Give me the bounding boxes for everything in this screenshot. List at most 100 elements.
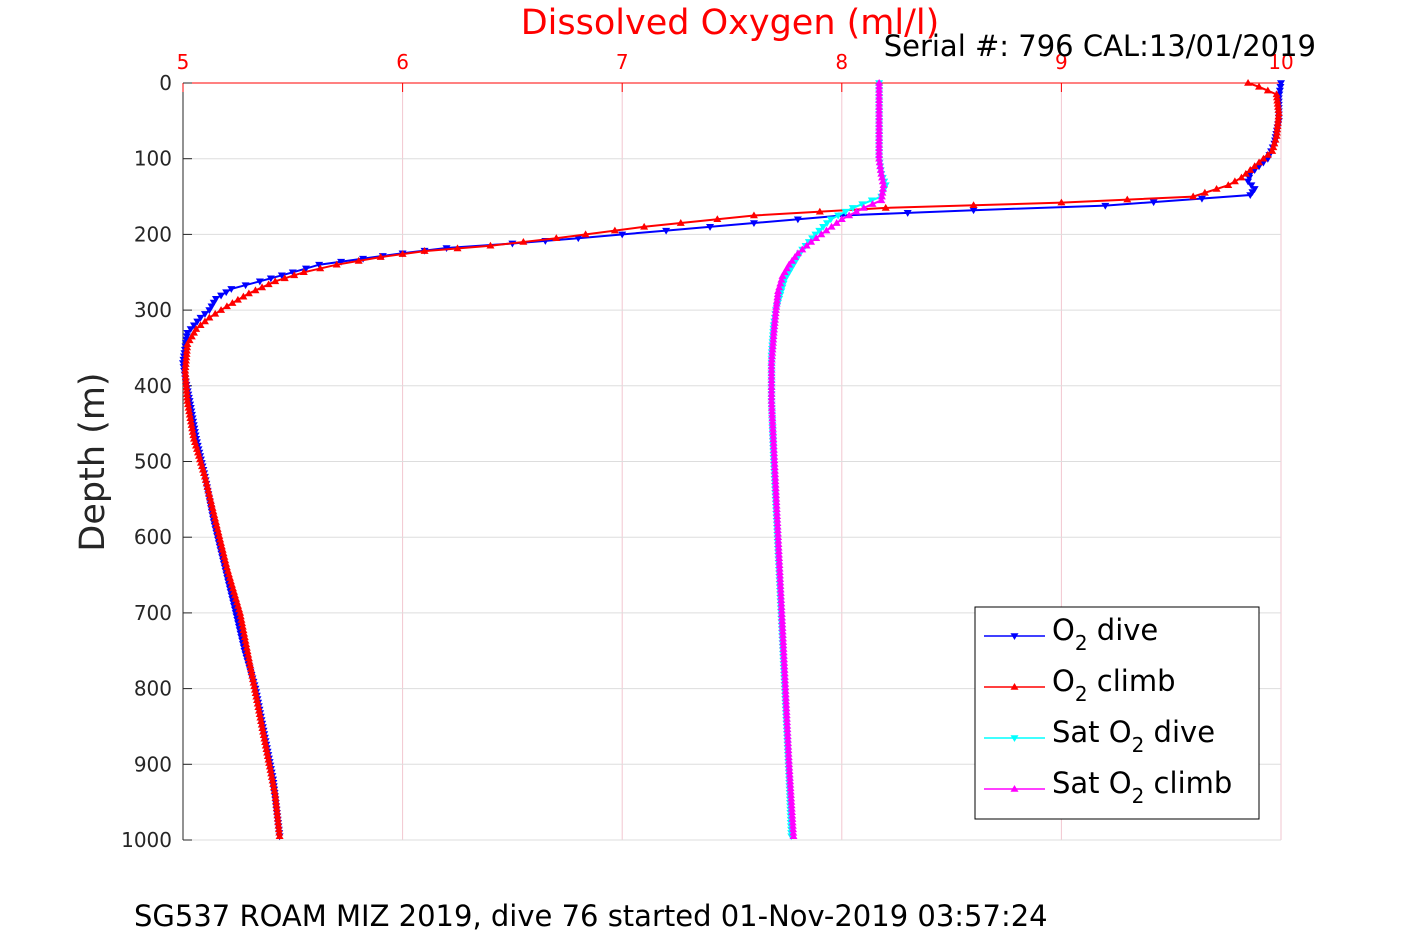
o2-climb-series-marker xyxy=(190,438,199,446)
o2-climb-series-marker xyxy=(258,724,267,731)
legend-entry-sat-o2-climb: Sat O2 climb xyxy=(984,766,1232,808)
y-tick-label: 500 xyxy=(134,450,172,474)
o2-climb-series xyxy=(181,79,1283,840)
sat-o2-climb-series-marker xyxy=(852,207,861,215)
sat-o2-climb-series-marker xyxy=(788,256,797,264)
sat-o2-climb-series-marker xyxy=(769,431,778,439)
sat-o2-climb-series-marker xyxy=(771,306,780,313)
sat-o2-climb-series-marker xyxy=(774,533,783,540)
serial-calibration-label: Serial #: 796 CAL:13/01/2019 xyxy=(884,29,1316,63)
sat-o2-dive-series-marker xyxy=(834,212,843,220)
sat-o2-climb-series-marker xyxy=(875,137,884,145)
sat-o2-climb-series-marker xyxy=(772,299,781,307)
o2-climb-series-marker xyxy=(191,441,200,449)
sat-o2-climb-series-marker xyxy=(769,328,778,336)
sat-o2-climb-series-marker xyxy=(790,253,799,260)
sat-o2-climb-series-marker xyxy=(771,473,780,481)
o2-climb-series-marker xyxy=(189,434,198,442)
o2-climb-series-marker xyxy=(270,787,279,794)
sat-o2-climb-series-marker xyxy=(779,651,788,659)
sat-o2-climb-series-marker xyxy=(784,739,793,747)
sat-o2-climb-series-marker xyxy=(768,352,777,360)
o2-climb-series-marker xyxy=(1255,82,1264,90)
o2-climb-series-marker xyxy=(186,417,195,425)
o2-climb-series-marker xyxy=(183,400,192,408)
sat-o2-climb-series-marker xyxy=(788,811,797,819)
sat-o2-climb-series-marker xyxy=(768,338,777,346)
o2-climb-series-marker xyxy=(181,373,190,381)
legend-box xyxy=(974,606,1260,820)
sat-o2-climb-series-marker xyxy=(776,592,785,600)
o2-climb-series-marker xyxy=(264,755,273,763)
o2-dive-series-marker xyxy=(200,311,209,318)
o2-climb-series-marker xyxy=(1272,131,1281,139)
o2-climb-series-marker xyxy=(299,268,308,276)
sat-o2-climb-series-marker xyxy=(770,315,779,323)
sat-o2-climb-series-marker xyxy=(777,606,786,614)
sat-o2-climb-series-marker xyxy=(775,554,784,561)
sat-o2-climb-series-marker xyxy=(773,293,782,301)
o2-climb-series-marker xyxy=(1224,181,1233,188)
sat-o2-climb-series-marker xyxy=(782,707,791,715)
sat-o2-climb-series-marker xyxy=(768,417,777,425)
o2-climb-series-marker xyxy=(240,629,249,637)
sat-o2-climb-series-marker xyxy=(769,428,778,436)
o2-dive-series-marker xyxy=(288,269,297,277)
sat-o2-climb-series-marker xyxy=(769,442,778,450)
sat-o2-climb-series-marker xyxy=(782,714,791,722)
sat-o2-climb-series-marker xyxy=(875,140,884,148)
sat-o2-climb-series-marker xyxy=(767,359,776,366)
sat-o2-climb-series-marker xyxy=(781,693,790,701)
o2-dive-series-marker xyxy=(1276,83,1285,91)
o2-dive-series-marker xyxy=(1197,195,1206,203)
sat-o2-dive-series-marker xyxy=(848,205,857,212)
o2-dive-series-marker xyxy=(1275,87,1284,95)
o2-climb-series-marker xyxy=(188,424,197,432)
o2-climb-series-marker xyxy=(200,472,209,480)
o2-climb-series-marker xyxy=(222,302,231,310)
o2-climb-series-marker xyxy=(273,807,282,815)
o2-dive-series-marker xyxy=(211,295,220,303)
o2-climb-series-marker xyxy=(881,203,890,211)
sat-o2-climb-series-marker xyxy=(780,672,789,680)
legend-label-tail: dive xyxy=(1144,715,1215,749)
o2-climb-series-marker xyxy=(240,633,249,641)
sat-o2-climb-series-marker xyxy=(875,130,884,138)
sat-o2-climb-series-marker xyxy=(807,237,816,245)
o2-climb-series-marker xyxy=(274,825,283,833)
sat-o2-climb-series-marker xyxy=(783,732,792,740)
o2-dive-series-marker xyxy=(793,216,802,224)
o2-climb-series-marker xyxy=(195,455,204,463)
sat-o2-climb-series-marker xyxy=(772,508,781,516)
o2-climb-series-marker xyxy=(185,410,194,418)
o2-climb-series-marker xyxy=(181,360,190,367)
o2-climb-series-marker xyxy=(250,685,259,693)
sat-o2-climb-series-marker xyxy=(875,89,884,97)
sat-o2-climb-series-marker xyxy=(875,79,884,86)
o2-climb-series-marker xyxy=(275,828,284,836)
y-tick-label: 400 xyxy=(134,374,172,398)
o2-climb-series-marker xyxy=(192,445,201,452)
sat-o2-climb-series-marker xyxy=(773,526,782,534)
o2-climb-series-marker xyxy=(269,783,278,791)
o2-dive-series-marker xyxy=(1244,178,1253,186)
o2-climb-series-marker xyxy=(203,483,212,490)
legend-entry-sat-o2-climb-label: Sat O2 climb xyxy=(1052,766,1232,808)
o2-climb-series-marker xyxy=(273,811,282,819)
sat-o2-climb-series-marker xyxy=(785,770,794,778)
o2-dive-series-marker xyxy=(749,220,758,228)
o2-climb-series-marker xyxy=(1268,147,1277,154)
sat-o2-climb-series-marker xyxy=(767,396,776,404)
legend-label-tail: climb xyxy=(1088,664,1176,698)
o2-climb-series-marker xyxy=(244,650,253,658)
sat-o2-climb-series-marker xyxy=(875,144,884,152)
o2-climb-series-marker xyxy=(1273,125,1282,133)
sat-o2-dive-series-marker xyxy=(822,220,831,228)
o2-climb-series-marker xyxy=(205,313,214,321)
o2-climb-series-marker xyxy=(196,321,205,329)
o2-climb-series-marker xyxy=(1274,106,1283,113)
o2-climb-series-marker xyxy=(1057,198,1066,206)
sat-o2-climb-series-marker xyxy=(785,773,794,781)
o2-climb-series-marker xyxy=(186,414,195,421)
sat-o2-climb-series-marker xyxy=(780,662,789,670)
